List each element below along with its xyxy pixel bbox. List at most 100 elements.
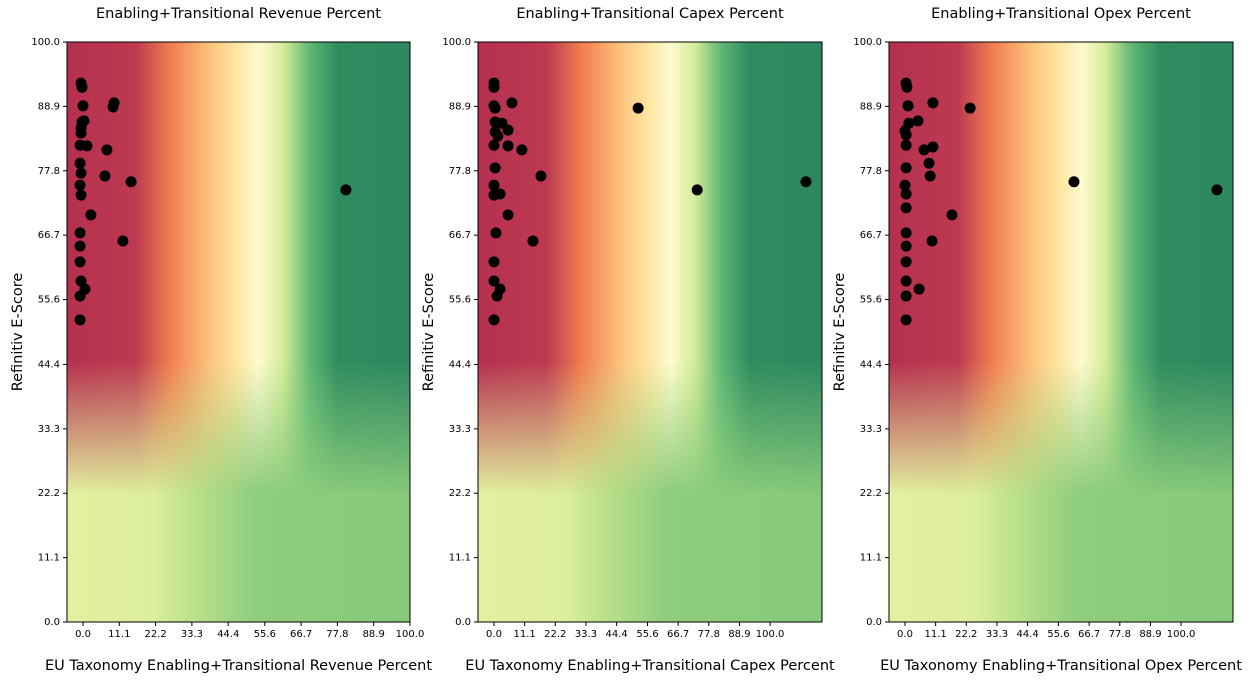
y-tick-label: 55.6 <box>38 295 60 306</box>
scatter-point <box>75 189 87 201</box>
scatter-point <box>527 235 539 247</box>
scatter-point <box>117 235 129 247</box>
scatter-point <box>1068 176 1080 188</box>
scatter-point <box>74 290 86 302</box>
scatter-point <box>900 256 912 268</box>
heatmap-background <box>67 42 410 622</box>
x-tick-label: 55.6 <box>636 629 658 640</box>
scatter-point <box>85 209 97 221</box>
y-tick-label: 0.0 <box>866 617 882 628</box>
y-tick-label: 33.3 <box>449 424 471 435</box>
scatter-point <box>488 189 500 201</box>
y-axis-label: Refinitiv E-Score <box>421 273 437 392</box>
scatter-point <box>489 162 501 174</box>
y-tick-label: 11.1 <box>860 553 882 564</box>
x-tick-label: 33.3 <box>575 629 597 640</box>
y-tick-label: 22.2 <box>449 488 471 499</box>
x-tick-label: 22.2 <box>144 629 166 640</box>
x-axis-label: EU Taxonomy Enabling+Transitional Opex P… <box>880 658 1242 674</box>
y-tick-label: 77.8 <box>38 166 60 177</box>
plot-frame <box>477 41 823 623</box>
y-tick-label: 66.7 <box>860 230 882 241</box>
y-tick-label: 55.6 <box>449 295 471 306</box>
heatmap-background <box>889 42 1233 622</box>
scatter-point <box>924 170 936 182</box>
scatter-point <box>76 81 88 93</box>
x-tick-label: 77.8 <box>698 629 720 640</box>
scatter-point <box>913 283 925 295</box>
scatter-point <box>490 227 502 239</box>
scatter-point <box>506 97 518 109</box>
y-tick-label: 100.0 <box>853 37 882 48</box>
y-tick-label: 77.8 <box>860 166 882 177</box>
scatter-point <box>1211 184 1223 196</box>
scatter-point <box>927 141 939 153</box>
scatter-point <box>502 124 514 136</box>
y-tick-label: 88.9 <box>38 101 60 112</box>
scatter-point <box>946 209 958 221</box>
scatter-point <box>75 167 87 179</box>
chart-title: Enabling+Transitional Opex Percent <box>931 6 1191 22</box>
plot-frame <box>66 41 411 623</box>
y-tick-label: 33.3 <box>860 424 882 435</box>
x-tick-label: 55.6 <box>1047 629 1069 640</box>
y-tick-label: 11.1 <box>38 553 60 564</box>
x-tick-label: 66.7 <box>667 629 689 640</box>
x-axis-label: EU Taxonomy Enabling+Transitional Capex … <box>465 658 835 674</box>
x-tick-label: 88.9 <box>728 629 750 640</box>
scatter-point <box>899 179 911 191</box>
scatter-point <box>964 102 976 114</box>
x-tick-label: 33.3 <box>986 629 1008 640</box>
scatter-point <box>900 188 912 200</box>
y-axis-label: Refinitiv E-Score <box>832 273 848 392</box>
scatter-point <box>900 290 912 302</box>
y-tick-label: 44.4 <box>449 359 471 370</box>
y-tick-label: 55.6 <box>860 295 882 306</box>
scatter-point <box>901 81 913 93</box>
x-tick-label: 0.0 <box>75 629 91 640</box>
scatter-point <box>927 97 939 109</box>
scatter-point <box>74 157 86 169</box>
scatter-point <box>900 129 912 141</box>
scatter-point <box>488 139 500 151</box>
chart-title: Enabling+Transitional Revenue Percent <box>96 6 381 22</box>
x-tick-label: 77.8 <box>1109 629 1131 640</box>
x-tick-label: 100.0 <box>756 629 785 640</box>
scatter-point <box>535 170 547 182</box>
plot-frame <box>888 41 1234 623</box>
y-tick-label: 11.1 <box>449 553 471 564</box>
y-tick-label: 88.9 <box>449 101 471 112</box>
x-tick-label: 44.4 <box>605 629 627 640</box>
y-axis-label: Refinitiv E-Score <box>10 273 26 392</box>
scatter-point <box>74 179 86 191</box>
scatter-point <box>99 170 111 182</box>
scatter-point <box>74 256 86 268</box>
x-tick-label: 88.9 <box>1139 629 1161 640</box>
scatter-point <box>492 130 504 142</box>
scatter-point <box>340 184 352 196</box>
x-tick-label: 0.0 <box>486 629 502 640</box>
scatter-point <box>912 115 924 127</box>
scatter-point <box>900 162 912 174</box>
scatter-point <box>125 176 137 188</box>
scatter-point <box>900 275 912 287</box>
scatter-point <box>516 144 528 156</box>
scatter-point <box>74 314 86 326</box>
y-tick-label: 44.4 <box>38 359 60 370</box>
x-tick-label: 33.3 <box>181 629 203 640</box>
scatter-point <box>74 227 86 239</box>
scatter-point <box>81 140 93 152</box>
x-tick-label: 11.1 <box>514 629 536 640</box>
x-tick-label: 88.9 <box>363 629 385 640</box>
scatter-point <box>900 139 912 151</box>
scatter-point <box>491 290 503 302</box>
scatter-point <box>488 81 500 93</box>
x-tick-label: 11.1 <box>925 629 947 640</box>
x-tick-label: 0.0 <box>897 629 913 640</box>
scatter-point <box>488 314 500 326</box>
y-tick-label: 0.0 <box>44 617 60 628</box>
scatter-point <box>918 144 930 156</box>
scatter-point <box>489 102 501 114</box>
y-tick-label: 100.0 <box>31 37 60 48</box>
x-tick-label: 77.8 <box>326 629 348 640</box>
